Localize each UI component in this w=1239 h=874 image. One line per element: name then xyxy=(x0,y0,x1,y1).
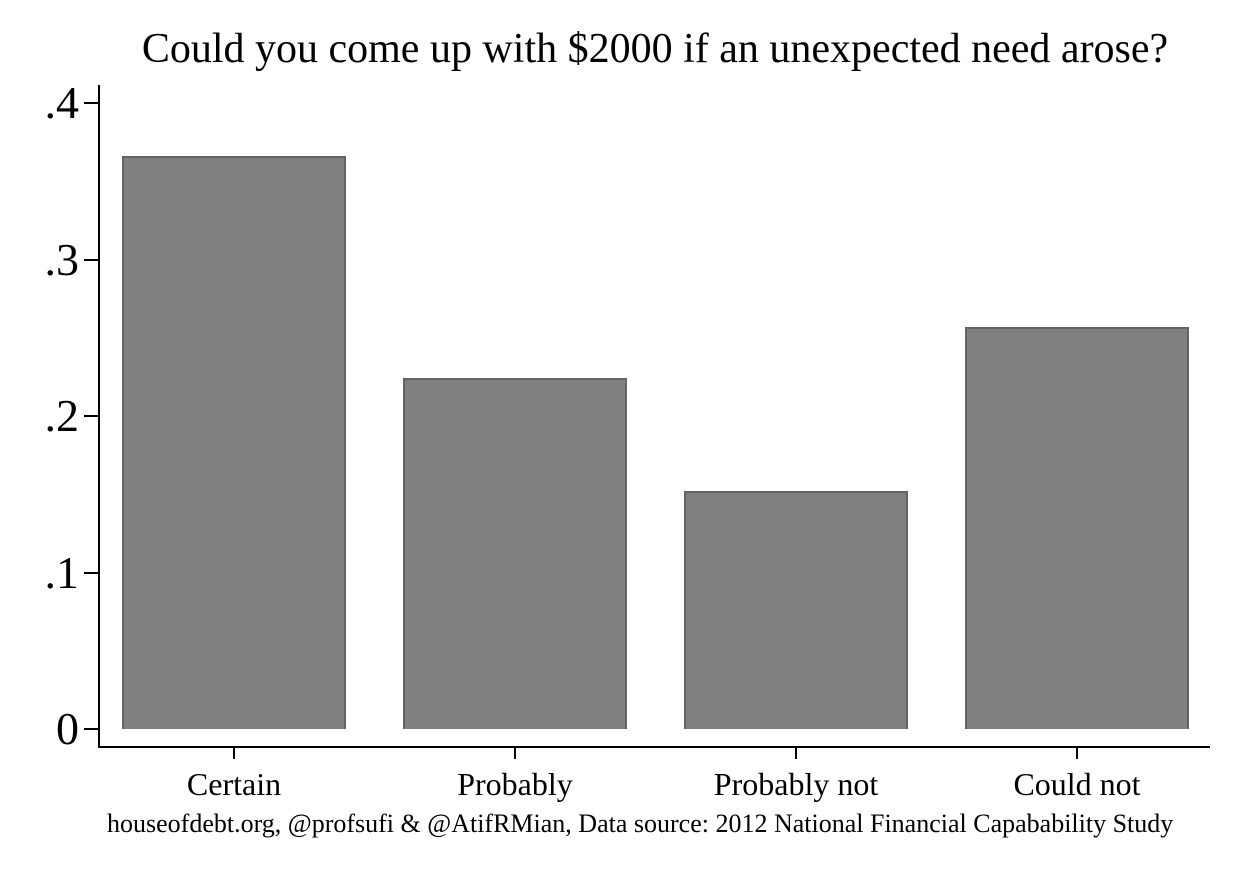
bar-certain xyxy=(122,156,346,729)
y-tick-label: .3 xyxy=(44,233,80,285)
y-tick-label: .1 xyxy=(44,546,80,598)
y-tick-label: 0 xyxy=(56,703,79,754)
y-tick-label: .2 xyxy=(44,390,80,441)
y-tick xyxy=(84,728,99,730)
x-tick xyxy=(1076,748,1078,759)
x-category-label: Probably not xyxy=(713,766,879,802)
y-tick xyxy=(84,415,99,417)
x-tick xyxy=(233,748,235,759)
x-category-label: Could not xyxy=(1013,766,1141,802)
x-category-label: Probably xyxy=(457,766,573,802)
x-tick xyxy=(795,748,797,759)
source-note: houseofdebt.org, @profsufi & @AtifRMian,… xyxy=(107,809,1174,838)
y-tick xyxy=(84,571,99,574)
y-tick xyxy=(84,102,99,104)
y-tick-label: .4 xyxy=(44,77,80,128)
y-tick xyxy=(84,258,99,261)
x-axis-line xyxy=(98,746,1210,748)
bar-probably-not xyxy=(684,491,908,729)
bar-could-not xyxy=(965,327,1189,729)
x-category-label: Certain xyxy=(186,766,282,802)
bar-probably xyxy=(403,378,627,729)
chart-title: Could you come up with $2000 if an unexp… xyxy=(141,26,1169,72)
y-axis-line xyxy=(98,85,100,748)
x-tick xyxy=(514,748,516,759)
